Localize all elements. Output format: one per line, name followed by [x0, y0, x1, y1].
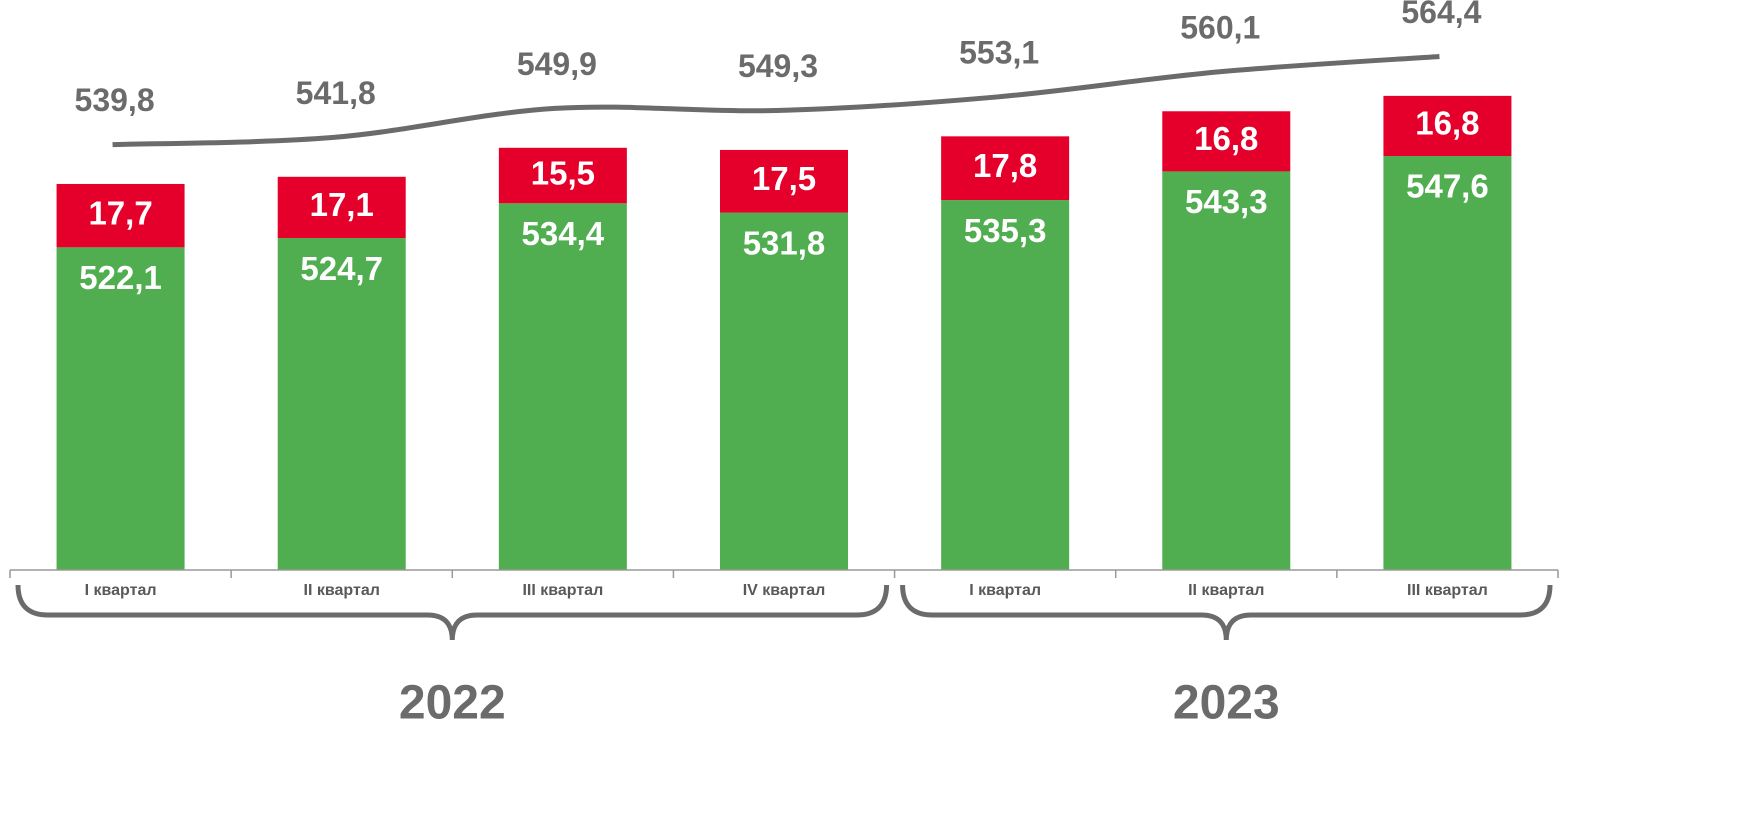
total-label: 564,4 [1401, 0, 1481, 30]
bar-segment [941, 136, 1070, 201]
value-label: 17,8 [973, 147, 1037, 184]
bar-segment [498, 203, 627, 570]
x-tick-label: III квартал [1407, 582, 1488, 599]
bar-segment [720, 212, 848, 571]
total-label: 549,9 [517, 46, 597, 82]
bar-segment [56, 247, 185, 570]
bar-segment [1162, 111, 1291, 172]
bar-segment [56, 183, 185, 248]
bar-segment [498, 147, 627, 204]
bar-segment [720, 149, 848, 213]
bar-segment [1383, 156, 1512, 570]
value-label: 17,1 [310, 186, 374, 223]
bar-segment [277, 176, 406, 239]
x-tick-label: II квартал [304, 582, 380, 599]
total-line [112, 53, 1440, 148]
bar-segment [1162, 171, 1291, 571]
total-label: 539,8 [75, 82, 155, 118]
value-label: 534,4 [522, 215, 605, 252]
year-brace [15, 584, 890, 641]
x-tick-label: II квартал [1188, 582, 1264, 599]
value-label: 17,7 [88, 194, 152, 231]
value-label: 543,3 [1185, 183, 1268, 220]
total-label: 541,8 [296, 75, 376, 111]
total-label: 560,1 [1180, 9, 1260, 45]
value-label: 524,7 [300, 250, 383, 287]
bar-segment [941, 200, 1070, 570]
value-label: 17,5 [752, 160, 816, 197]
year-brace [900, 584, 1553, 641]
year-label: 2022 [399, 677, 506, 730]
bar-segment [1383, 95, 1512, 157]
value-label: 547,6 [1406, 168, 1489, 205]
value-label: 16,8 [1415, 105, 1479, 142]
value-label: 522,1 [79, 259, 162, 296]
bar-segment [277, 238, 406, 570]
value-label: 535,3 [964, 212, 1047, 249]
x-tick-label: III квартал [522, 582, 603, 599]
year-label: 2023 [1173, 677, 1280, 730]
value-label: 16,8 [1194, 120, 1258, 157]
value-label: 531,8 [743, 224, 826, 261]
value-label: 15,5 [531, 154, 595, 191]
total-label: 553,1 [959, 34, 1039, 70]
x-tick-label: I квартал [969, 582, 1041, 599]
x-tick-label: IV квартал [743, 582, 826, 599]
x-tick-label: I квартал [85, 582, 157, 599]
total-label: 549,3 [738, 48, 818, 84]
